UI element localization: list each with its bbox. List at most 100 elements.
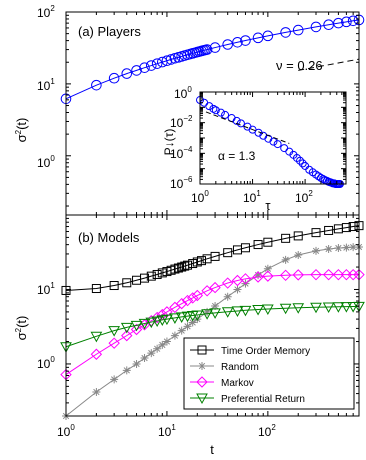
- inset-reference-label: α = 1.3: [218, 149, 256, 163]
- model-series-3-point: [151, 316, 163, 327]
- model-series-2-point: [252, 271, 264, 283]
- model-series-3-point: [252, 305, 264, 316]
- inset-point: [314, 172, 323, 181]
- model-series-0-point: [146, 271, 156, 281]
- panel-a-y-axis-label: σ2(t): [14, 118, 29, 143]
- model-series-0-point: [324, 225, 334, 235]
- model-series-1-point: [170, 331, 179, 340]
- model-series-2-point: [310, 268, 322, 281]
- model-series-3-point: [108, 326, 121, 337]
- model-series-1-point: [140, 354, 149, 363]
- panel-b: (b) Models 100 101 100 101 102 t σ2(t) T…: [14, 214, 365, 457]
- model-series-2-point: [262, 270, 274, 282]
- model-series-1-point: [324, 244, 333, 253]
- xtick-exponent: 1: [256, 189, 261, 198]
- model-series-1-point: [294, 251, 303, 260]
- players-series-point: [161, 55, 173, 67]
- panel-b-frame: [65, 214, 360, 417]
- inset-ytick-label-2: 10−4: [170, 145, 193, 161]
- panel-b-y-tick-labels: 100 101: [37, 281, 55, 371]
- inset-x-axis-label: τ: [265, 198, 271, 213]
- panel-b-ytick-label-1: 101: [37, 281, 55, 297]
- ytick-base: 10: [37, 357, 51, 371]
- model-series-3-point: [191, 310, 204, 321]
- legend-swatch-marker: [198, 362, 206, 370]
- players-series-point: [108, 72, 120, 84]
- model-series-1-point: [110, 375, 119, 384]
- legend: Time Order Memory Random Markov Preferentia…: [183, 337, 355, 410]
- players-series-point: [240, 35, 251, 46]
- ytick-exponent: 2: [50, 4, 55, 13]
- players-series-point: [139, 62, 150, 73]
- legend-entry-label: Time Order Memory: [221, 346, 310, 357]
- inset-reference-line-layer: [205, 111, 290, 144]
- model-series-3-point: [90, 331, 103, 343]
- xtick-base: 10: [295, 191, 309, 205]
- xtick-base: 10: [243, 191, 257, 205]
- model-series-2-point: [181, 294, 194, 307]
- model-series-0-point: [173, 263, 183, 273]
- model-series-2-point: [186, 292, 199, 304]
- model-series-3-point: [120, 322, 133, 334]
- xtick-base: 10: [57, 425, 71, 439]
- model-series-1-point: [92, 388, 101, 397]
- model-series-2-point: [292, 269, 304, 281]
- model-series-1-point: [342, 243, 351, 252]
- players-series-point: [151, 58, 163, 69]
- model-series-2-point: [239, 273, 252, 285]
- ytick-base: 10: [37, 79, 51, 93]
- model-series-0-point: [281, 233, 291, 243]
- model-series-0-point: [293, 231, 303, 241]
- model-series-1-point: [223, 292, 232, 301]
- model-series-1-point: [211, 301, 220, 310]
- players-series-point: [280, 27, 291, 38]
- panel-a-ytick-label-1: 101: [37, 77, 55, 93]
- ytick-base: 10: [170, 177, 184, 191]
- players-series-point: [292, 24, 304, 36]
- model-series-0-point: [311, 228, 321, 238]
- model-series-3-point: [161, 314, 173, 326]
- model-series-3-point: [322, 302, 335, 314]
- ytick-base: 10: [170, 116, 184, 130]
- inset-y-axis-label: P↓(τ): [162, 129, 176, 156]
- model-series-1-point: [312, 246, 321, 255]
- players-series-point: [131, 65, 142, 76]
- ytick-exponent: 0: [50, 154, 55, 163]
- model-series-3-point: [169, 313, 181, 324]
- model-series-2-point: [347, 268, 359, 281]
- model-series-3-point: [221, 307, 234, 318]
- players-series-point: [333, 17, 344, 29]
- panel-b-y-axis-label: σ2(t): [14, 316, 29, 341]
- model-series-3-point: [340, 302, 353, 313]
- model-series-0-point: [152, 269, 162, 279]
- inset-tick-layer: [199, 91, 347, 185]
- players-series-point: [232, 36, 243, 48]
- model-series-3-point: [209, 308, 221, 319]
- ytick-base: 10: [174, 87, 188, 101]
- panel-b-xtick-label-1: 101: [158, 423, 176, 439]
- players-series-point: [145, 60, 157, 71]
- players-series-point: [262, 30, 274, 42]
- players-series-point: [222, 39, 233, 50]
- model-series-1-point: [147, 349, 156, 358]
- model-series-0-point: [196, 256, 206, 266]
- players-series-point: [91, 79, 102, 91]
- model-series-1-point: [233, 285, 242, 294]
- panel-a-tick-layer: [65, 11, 360, 215]
- model-series-3-line: [65, 305, 360, 348]
- inset-point: [216, 108, 225, 117]
- panel-a-reference-line-layer: [298, 58, 360, 71]
- inset-data-layer: [196, 96, 344, 188]
- model-series-1-point: [281, 255, 290, 264]
- model-series-2-point: [121, 329, 133, 342]
- players-series-point: [252, 32, 264, 44]
- model-series-0-point: [263, 237, 273, 247]
- model-series-2-point: [221, 277, 234, 289]
- model-series-1-point: [122, 366, 131, 375]
- model-series-1-point: [203, 307, 212, 316]
- panel-a-data-layer: [60, 14, 365, 105]
- inset-chart: α = 1.3 100 10−2 10−4 10−6 100 101 102 τ…: [162, 85, 347, 213]
- ytick-exponent: 1: [50, 281, 55, 290]
- model-series-1-point: [162, 337, 171, 346]
- model-series-2-point: [209, 281, 221, 294]
